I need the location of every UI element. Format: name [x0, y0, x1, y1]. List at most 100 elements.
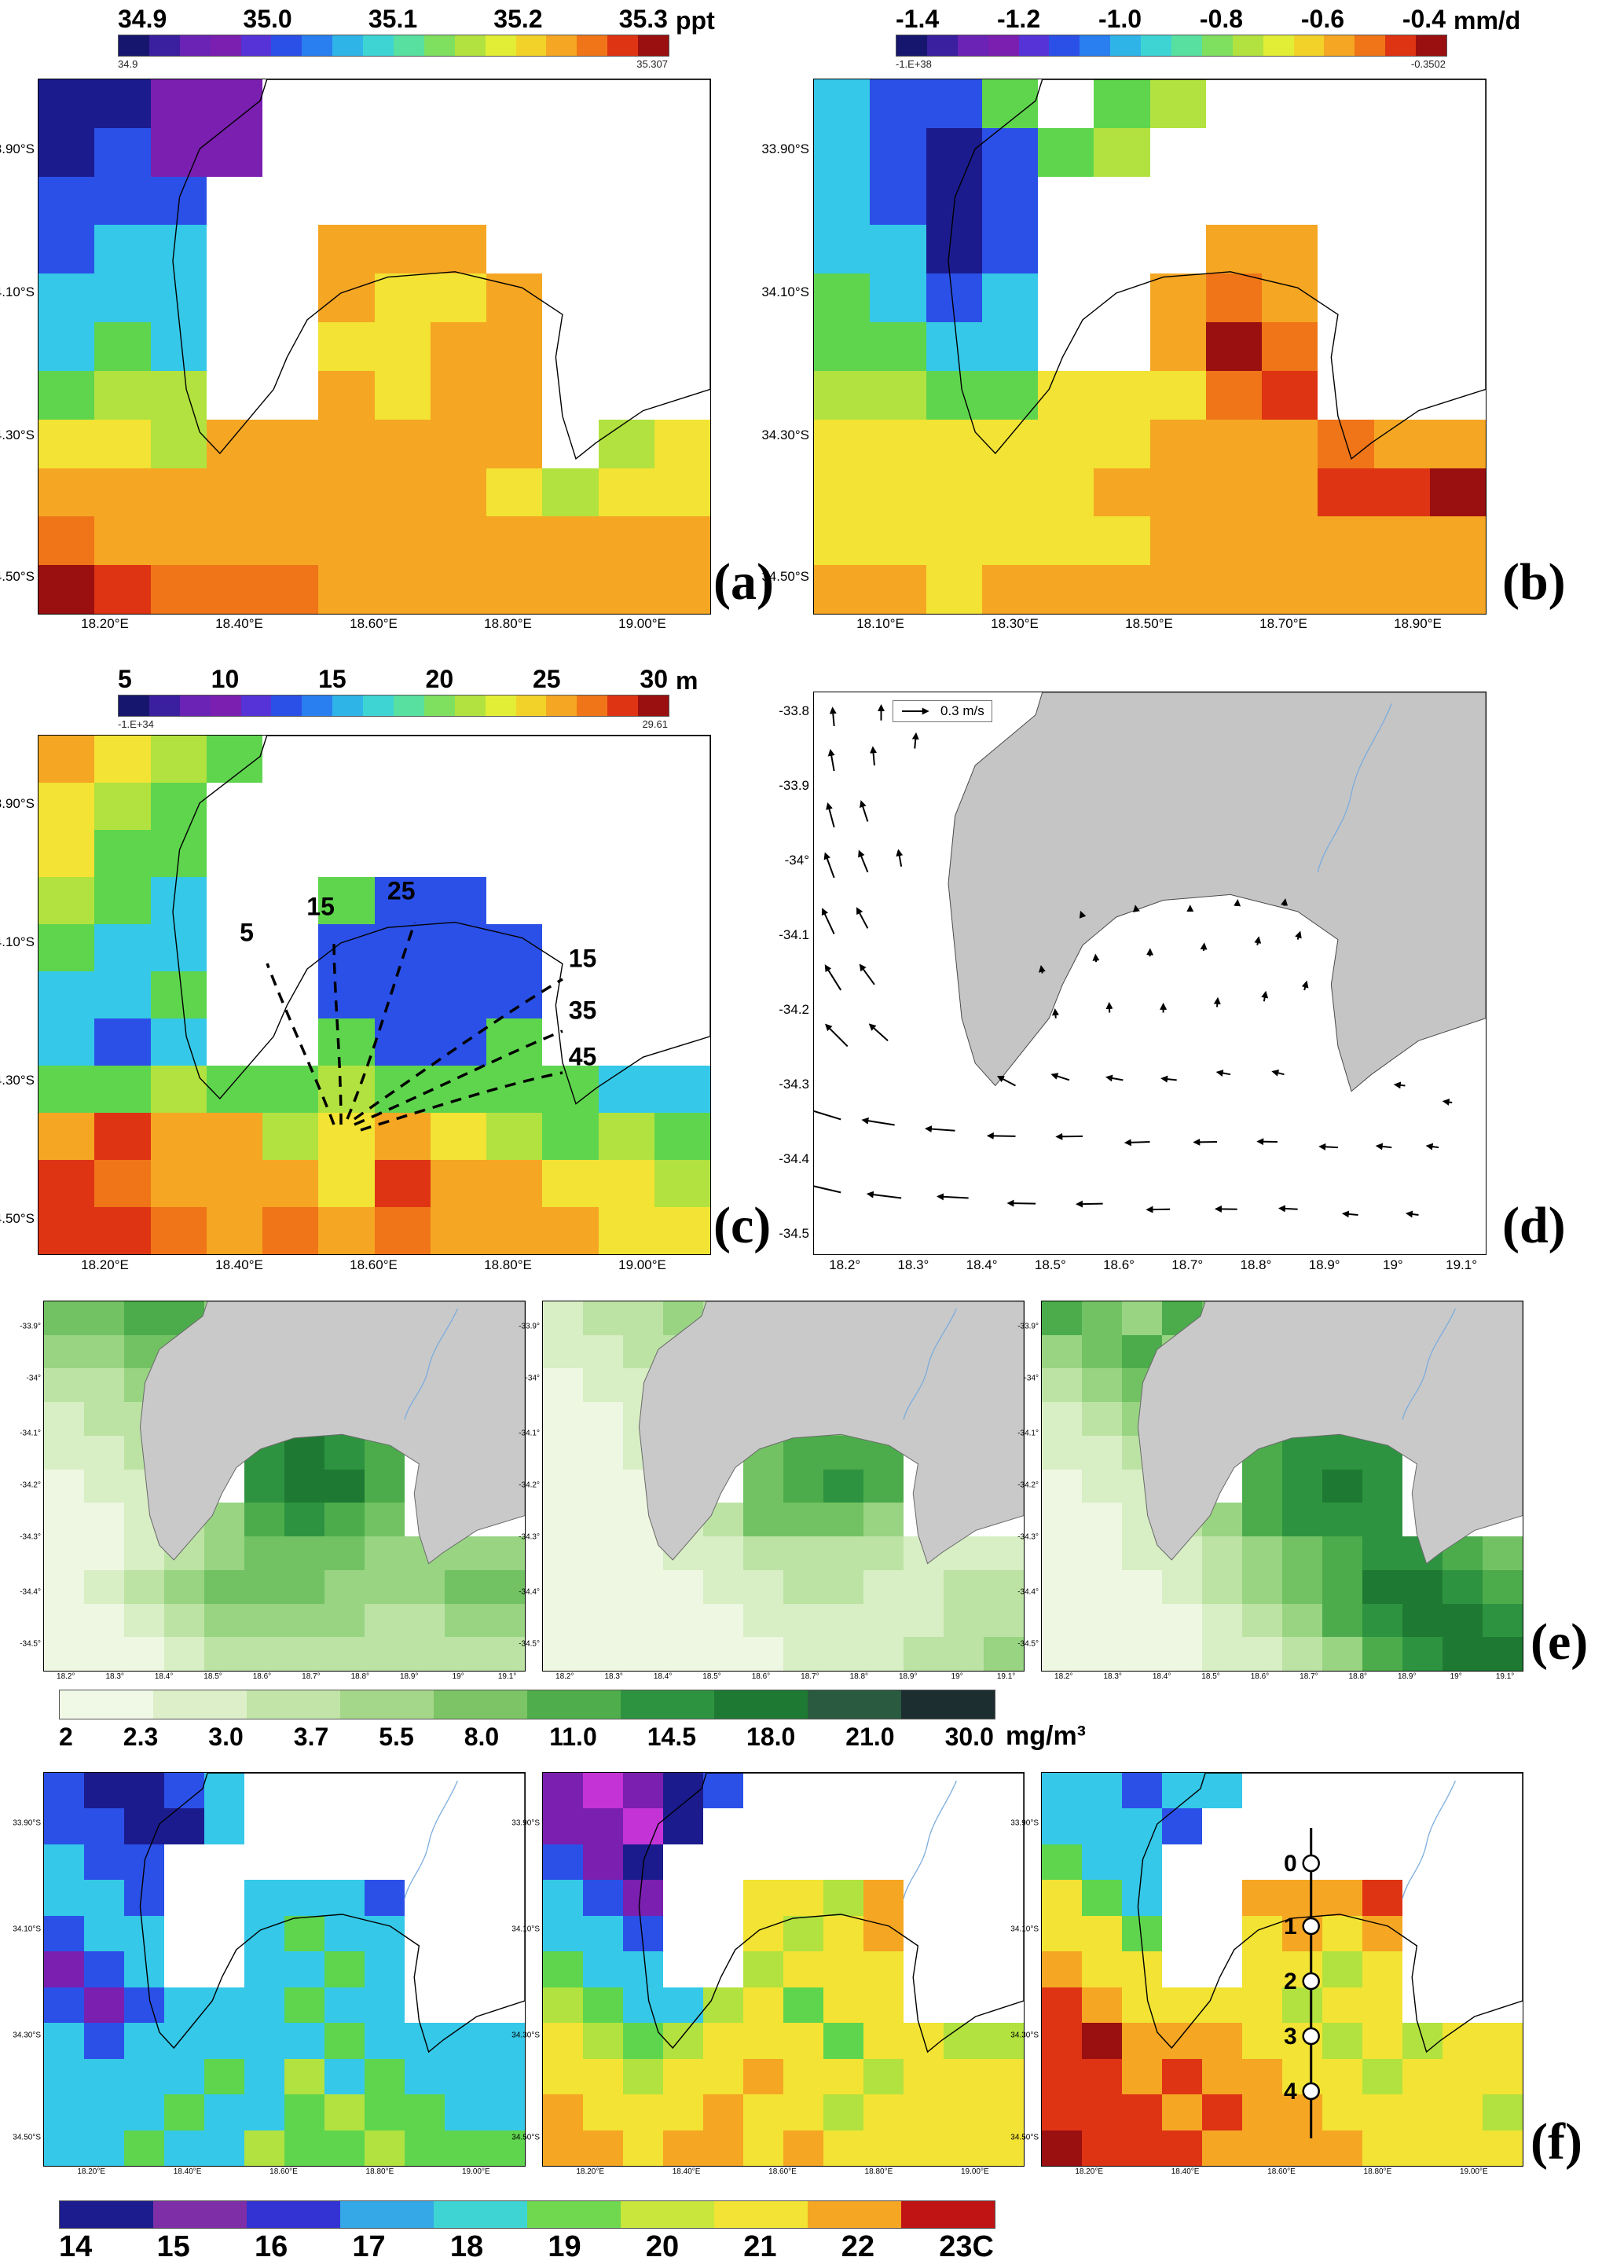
heatmap-cell	[981, 273, 1038, 323]
heatmap-cell	[150, 176, 207, 226]
heatmap-cell	[318, 1018, 375, 1066]
colorbar-min-label-b: -1.E+38	[896, 58, 932, 70]
heatmap-cell	[1322, 1915, 1362, 1952]
heatmap-cell	[1242, 1915, 1282, 1952]
current-arrow	[856, 907, 869, 929]
heatmap-cell	[1322, 1951, 1362, 1987]
heatmap-cell	[944, 2130, 984, 2166]
heatmap-cell	[94, 1066, 151, 1113]
current-arrow	[1405, 1210, 1419, 1218]
heatmap-cell	[870, 273, 926, 323]
heatmap-cell	[1162, 1773, 1202, 1809]
heatmap-cell	[981, 176, 1038, 226]
heatmap-cell	[365, 1880, 405, 1916]
heatmap-cell	[814, 225, 871, 274]
land-gray	[814, 692, 1486, 1254]
current-arrow	[1271, 1069, 1285, 1077]
colorbar-segment	[271, 35, 302, 56]
heatmap-cell	[1042, 1301, 1082, 1335]
heatmap-cell	[583, 2130, 623, 2166]
heatmap-cell	[1122, 1603, 1162, 1638]
heatmap-cell	[904, 2058, 944, 2095]
heatmap-cell	[623, 1569, 663, 1604]
tick-label: 18.7°	[302, 1672, 321, 1681]
heatmap-cell	[743, 2130, 783, 2166]
heatmap-cell	[38, 971, 95, 1018]
colorbar-segment	[1385, 35, 1417, 56]
panel-label-c: (c)	[713, 1197, 772, 1254]
tick-label: -33.9°	[1017, 1322, 1039, 1331]
current-arrow	[826, 802, 835, 828]
tick-label: 33.90°S	[511, 1818, 540, 1828]
heatmap-cell	[543, 1987, 583, 2024]
tick-label: 18.5°	[1201, 1672, 1220, 1681]
heatmap-cell	[863, 1637, 904, 1671]
heatmap-cell	[430, 273, 486, 323]
heatmap-cell	[1242, 1951, 1282, 1987]
coastline	[814, 79, 1486, 614]
tick-label: 18.6°	[1103, 1257, 1135, 1272]
colorbar-max-label-b: -0.3502	[1410, 58, 1446, 70]
heatmap-cell	[1443, 1637, 1483, 1671]
heatmap-cell	[984, 2130, 1024, 2166]
chlorophyll-heatmap-1	[44, 1301, 525, 1671]
heatmap-cell	[583, 1915, 623, 1952]
heatmap-cell	[405, 1603, 445, 1638]
heatmap-cell	[1082, 1808, 1122, 1844]
heatmap-cell	[1362, 1536, 1402, 1570]
heatmap-cell	[583, 1402, 623, 1436]
heatmap-cell	[1205, 468, 1262, 517]
current-arrow	[1234, 899, 1241, 907]
heatmap-cell	[94, 468, 151, 517]
heatmap-cell	[1162, 1987, 1202, 2024]
heatmap-cell	[485, 2023, 525, 2059]
heatmap-cell	[1483, 1637, 1523, 1671]
heatmap-cell	[262, 1066, 319, 1113]
tick-label: -33.9°	[519, 1322, 540, 1331]
heatmap-cell	[1443, 1569, 1483, 1604]
tick-label: 18.4°	[1152, 1672, 1171, 1681]
heatmap-cell	[374, 468, 431, 517]
tick-label: 19.00°E	[960, 2167, 989, 2176]
colorbar-segment	[714, 1690, 808, 1719]
heatmap-cell	[926, 79, 982, 128]
tick-label: -34.4°	[1017, 1587, 1039, 1597]
y-axis-f3: 33.90°S 34.10°S 34.30°S 34.50°S	[1010, 1772, 1039, 2165]
heatmap-cell	[324, 1880, 365, 1916]
tick-label: -0.8	[1199, 5, 1244, 33]
panel-label-e: (e)	[1531, 1613, 1589, 1671]
current-arrow	[821, 908, 835, 934]
heatmap-cell	[542, 565, 599, 614]
heatmap-cell	[1205, 322, 1262, 371]
tick-label: 20	[425, 665, 454, 693]
heatmap-cell	[654, 516, 710, 566]
heatmap-cell	[445, 2094, 485, 2130]
tick-label: 18.7°	[801, 1672, 819, 1681]
heatmap-cell	[150, 370, 207, 420]
y-axis-e2: -33.9° -34° -34.1° -34.2° -34.3° -34.4° -34.5°	[519, 1301, 541, 1670]
heatmap-cell	[543, 1844, 583, 1881]
tick-label: -34.2°	[1017, 1481, 1039, 1490]
y-axis-f1: 33.90°S 34.10°S 34.30°S 34.50°S	[13, 1772, 42, 2165]
heatmap-cell	[1362, 2023, 1402, 2059]
heatmap-cell	[150, 322, 207, 371]
current-arrow	[860, 800, 869, 822]
heatmap-cell	[783, 1536, 823, 1570]
heatmap-cell	[583, 1603, 623, 1638]
heatmap-cell	[598, 1160, 654, 1207]
heatmap-cell	[543, 1773, 583, 1809]
heatmap-cell	[318, 565, 375, 614]
heatmap-cell	[1149, 322, 1206, 371]
heatmap-cell	[823, 2130, 863, 2166]
heatmap-cell	[984, 2023, 1024, 2059]
heatmap-cell	[1082, 1880, 1122, 1916]
heatmap-cell	[124, 1951, 164, 1987]
heatmap-cell	[1429, 419, 1486, 468]
colorbar-unit-chlorophyll: mg/m³	[1006, 1721, 1086, 1751]
tick-label: 18.3°	[897, 1257, 929, 1272]
heatmap-cell	[1402, 2058, 1443, 2095]
heatmap-cell	[204, 1569, 244, 1604]
heatmap-cell	[814, 419, 871, 468]
heatmap-cell	[44, 1637, 84, 1671]
tick-label: 34.30°S	[761, 427, 809, 442]
